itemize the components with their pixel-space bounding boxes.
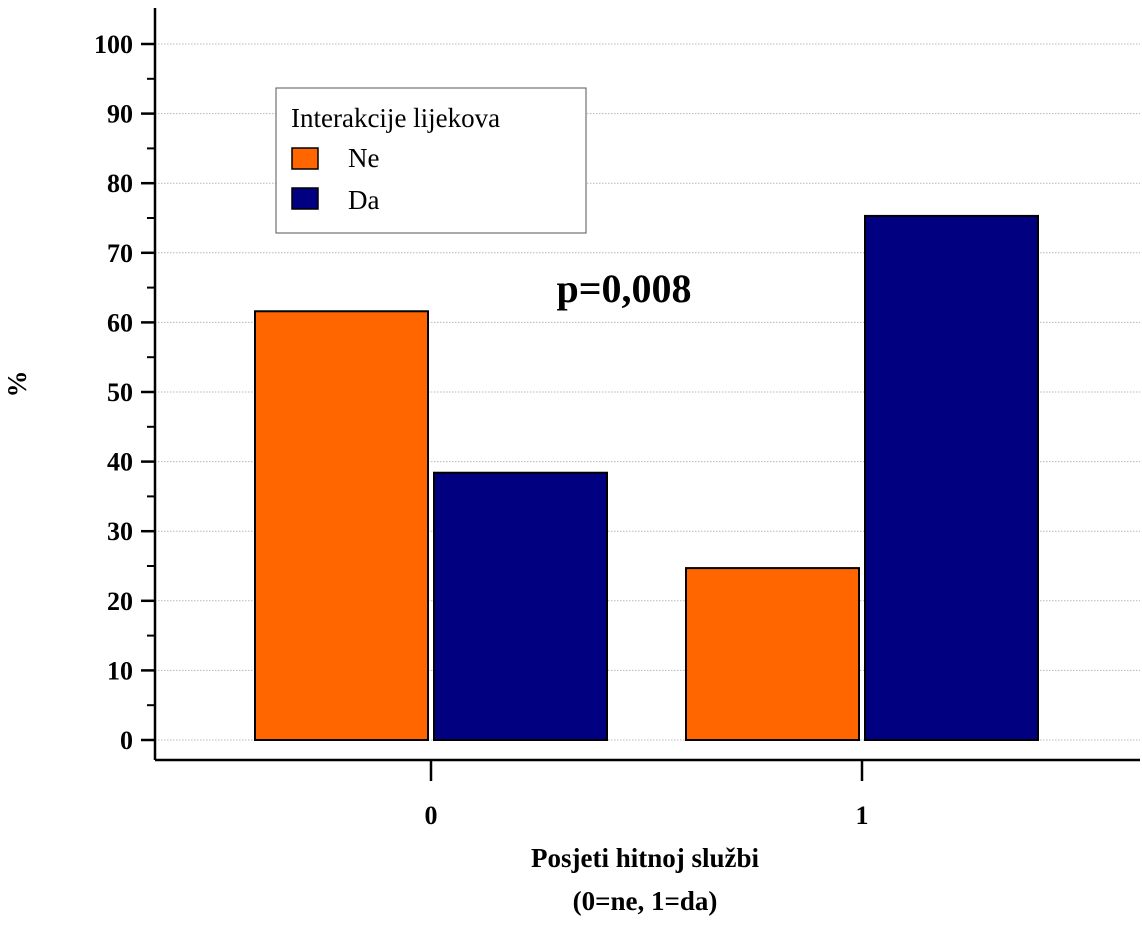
legend-label-da: Da xyxy=(348,185,379,215)
y-tick-label: 100 xyxy=(94,30,133,59)
y-tick-label: 40 xyxy=(107,448,133,477)
legend-box xyxy=(275,87,587,234)
y-tick-label: 30 xyxy=(107,517,133,546)
y-tick-label: 80 xyxy=(107,169,133,198)
legend-swatch-ne xyxy=(291,147,319,170)
legend: Interakcije lijekova Ne Da xyxy=(275,87,587,234)
x-tick-label: 0 xyxy=(425,801,438,830)
x-tick-label: 1 xyxy=(856,801,869,830)
y-tick-label: 50 xyxy=(107,378,133,407)
legend-title: Interakcije lijekova xyxy=(291,103,500,133)
legend-label-ne: Ne xyxy=(348,143,379,173)
y-minor-ticks xyxy=(147,77,155,707)
bar-ne-0 xyxy=(254,310,429,741)
y-ticks: 0 10 20 30 40 50 60 70 80 90 100 xyxy=(94,30,155,755)
y-tick-label: 90 xyxy=(107,100,133,129)
gridlines xyxy=(155,43,1140,741)
bar-da-1 xyxy=(864,214,1039,742)
x-axis-title-line1: Posjeti hitnoj službi xyxy=(531,843,760,873)
legend-swatch-da xyxy=(291,187,319,210)
y-tick-label: 60 xyxy=(107,308,133,337)
y-tick-label: 70 xyxy=(107,239,133,268)
bars xyxy=(254,214,1039,742)
y-tick-label: 20 xyxy=(107,587,133,616)
y-axis-title: % xyxy=(2,371,32,398)
y-tick-label: 10 xyxy=(107,656,133,685)
bar-da-0 xyxy=(433,471,608,741)
x-axis-title-line2: (0=ne, 1=da) xyxy=(573,886,718,916)
y-tick-label: 0 xyxy=(120,726,133,755)
p-value-annotation: p=0,008 xyxy=(556,266,691,311)
bar-ne-1 xyxy=(685,567,860,742)
